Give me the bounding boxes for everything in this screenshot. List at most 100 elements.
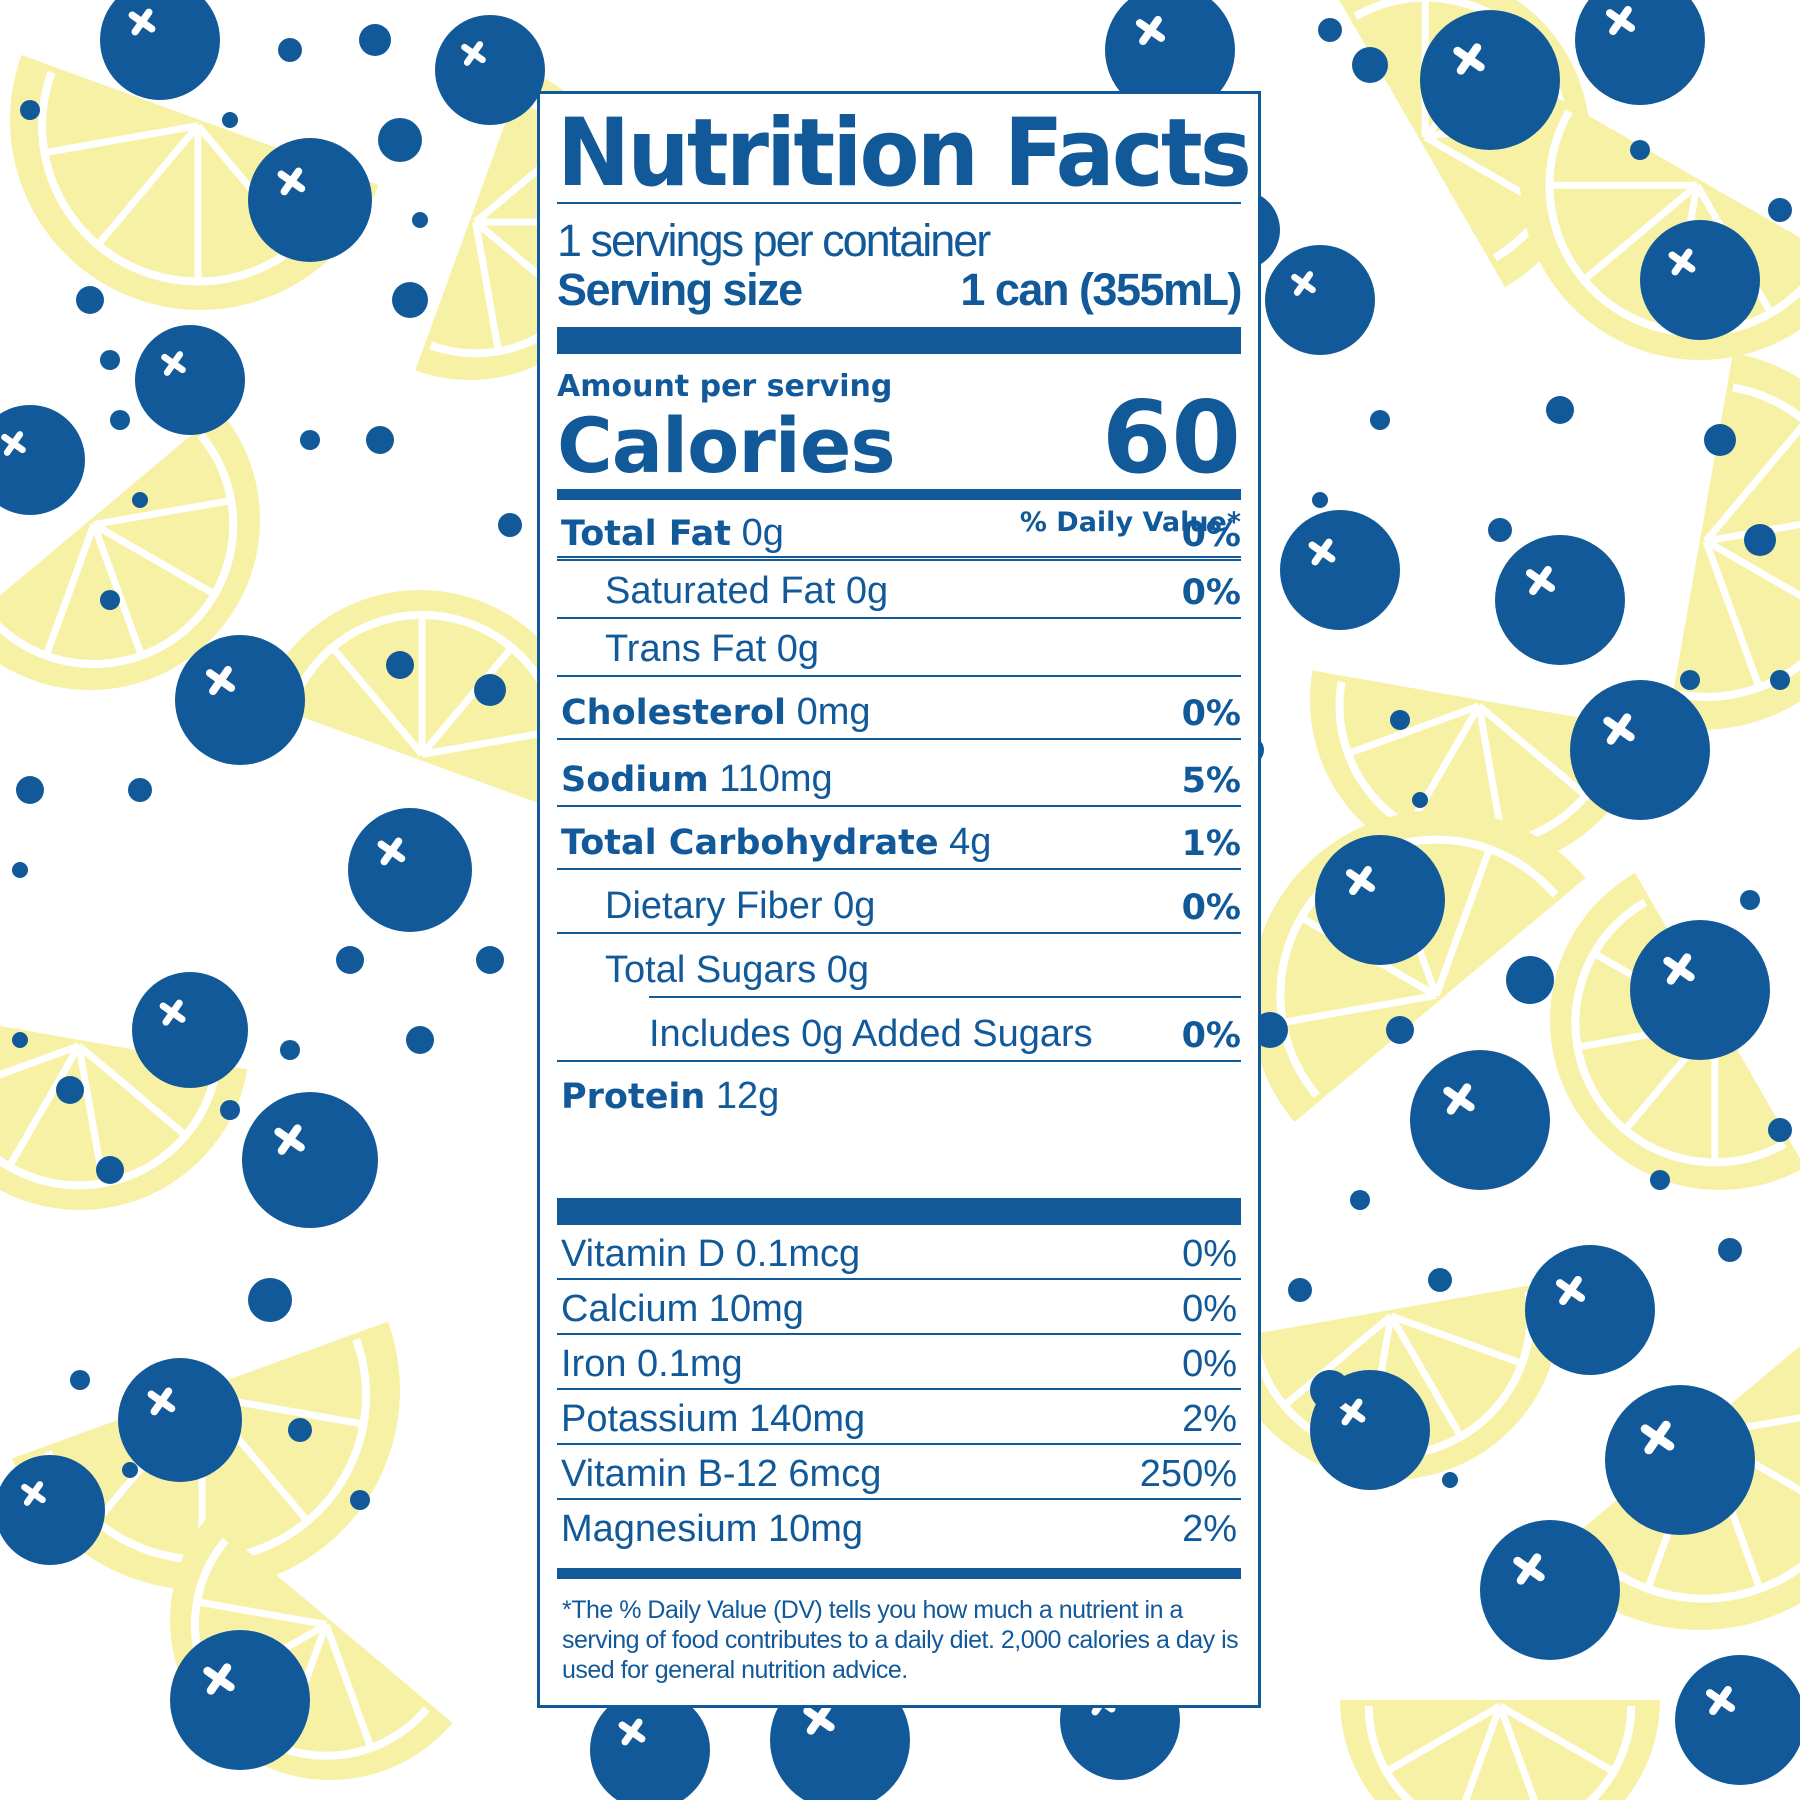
blueberry-icon <box>1410 1050 1550 1190</box>
blueberry-icon <box>1495 535 1625 665</box>
nutrient-amount: 0mg <box>796 691 871 733</box>
vitamin-daily-value: 0% <box>1182 1233 1237 1275</box>
blue-dot-icon <box>1718 1238 1742 1262</box>
vitamin-name: Magnesium 10mg <box>561 1508 864 1550</box>
calories-value: 60 <box>1101 379 1241 496</box>
blue-dot-icon <box>350 1490 370 1510</box>
blueberry-icon <box>100 0 220 100</box>
nutrient-label: Cholesterol <box>561 693 786 733</box>
lemon-wedge-icon <box>1550 872 1800 1190</box>
nutrient-label: Total Sugars <box>605 949 817 991</box>
nutrient-label: Protein <box>561 1077 706 1117</box>
blue-dot-icon <box>359 24 391 56</box>
blueberry-icon <box>435 15 545 125</box>
blue-dot-icon <box>1312 492 1328 508</box>
vitamin-row: Vitamin D 0.1mcg 0% <box>557 1225 1241 1280</box>
nutrient-row: Trans Fat 0g <box>557 619 1241 677</box>
blue-dot-icon <box>1546 396 1574 424</box>
blue-dot-icon <box>1740 890 1760 910</box>
blueberry-icon <box>1605 1385 1755 1535</box>
nutrient-row: Saturated Fat 0g 0% <box>557 561 1241 619</box>
blue-dot-icon <box>1630 140 1650 160</box>
nutrient-name: Includes 0g Added Sugars <box>649 1013 1093 1056</box>
blueberry-icon <box>0 1455 105 1565</box>
blue-dot-icon <box>1352 47 1388 83</box>
thick-divider-vitamins <box>557 1198 1241 1225</box>
vitamin-name: Calcium 10mg <box>561 1288 804 1330</box>
blue-dot-icon <box>96 1156 124 1184</box>
nutrient-row: Cholesterol 0mg 0% <box>557 677 1241 740</box>
nutrient-daily-value: 0% <box>1181 888 1241 928</box>
thick-divider-top <box>557 327 1241 354</box>
blueberry-icon <box>590 1690 710 1800</box>
amount-per-serving: Amount per serving <box>557 369 893 404</box>
row-divider <box>557 1060 1241 1062</box>
nutrient-row: Total Carbohydrate 4g 1% <box>557 807 1241 870</box>
nutrient-amount: 12g <box>715 1075 780 1117</box>
blue-dot-icon <box>1680 670 1700 690</box>
nutrient-row: Protein 12g <box>557 1062 1241 1124</box>
blue-dot-icon <box>498 513 522 537</box>
blue-dot-icon <box>378 118 422 162</box>
daily-value-footnote: *The % Daily Value (DV) tells you how mu… <box>562 1596 1239 1684</box>
blue-dot-icon <box>1350 1190 1370 1210</box>
serving-size-label: Serving size <box>557 264 803 315</box>
nutrient-name: Total Sugars 0g <box>605 949 869 992</box>
blue-dot-icon <box>1768 1118 1792 1142</box>
blue-dot-icon <box>1370 410 1390 430</box>
vitamin-row: Potassium 140mg 2% <box>557 1390 1241 1445</box>
nutrient-label: Total Fat <box>561 514 732 554</box>
blueberry-icon <box>1265 245 1375 355</box>
blue-dot-icon <box>278 38 302 62</box>
nutrient-name: Total Carbohydrate 4g <box>561 821 991 864</box>
calories-divider <box>557 489 1241 500</box>
vitamin-daily-value: 0% <box>1182 1288 1237 1330</box>
row-divider <box>649 996 1241 998</box>
blueberry-icon <box>1105 0 1235 115</box>
nutrient-name: Total Fat 0g <box>561 512 784 555</box>
nutrient-label: Sodium <box>561 760 709 800</box>
blue-dot-icon <box>1170 30 1190 50</box>
row-divider <box>557 559 1241 561</box>
row-divider <box>557 1498 1241 1500</box>
blueberry-icon <box>1570 680 1710 820</box>
nutrient-amount: 0g <box>776 628 820 670</box>
row-divider <box>557 868 1241 870</box>
nutrient-daily-value: 0% <box>1181 515 1241 555</box>
blueberry-icon <box>242 1092 378 1228</box>
blue-dot-icon <box>1288 1278 1312 1302</box>
vitamin-row: Magnesium 10mg 2% <box>557 1500 1241 1555</box>
blueberry-icon <box>348 808 472 932</box>
blue-dot-icon <box>412 212 428 228</box>
nutrient-amount: 0g <box>741 512 784 554</box>
blueberry-icon <box>1640 220 1760 340</box>
nutrient-daily-value: 5% <box>1181 761 1241 801</box>
blueberry-icon <box>170 1630 310 1770</box>
blueberry-icon <box>1315 835 1445 965</box>
blue-dot-icon <box>1252 1012 1288 1048</box>
blue-dot-icon <box>392 282 428 318</box>
row-divider <box>557 617 1241 619</box>
nutrient-name: Protein 12g <box>561 1075 779 1118</box>
blueberry-icon <box>1525 1245 1655 1375</box>
blue-dot-icon <box>12 862 28 878</box>
thick-divider-footnote <box>557 1568 1241 1579</box>
vitamin-row: Iron 0.1mg 0% <box>557 1335 1241 1390</box>
blue-dot-icon <box>1704 424 1736 456</box>
nutrient-row: Dietary Fiber 0g 0% <box>557 870 1241 934</box>
row-divider <box>557 1278 1241 1280</box>
label-title: Nutrition Facts <box>557 99 1252 208</box>
nutrient-daily-value: 1% <box>1181 824 1241 864</box>
nutrient-name: Saturated Fat 0g <box>605 570 888 613</box>
blue-dot-icon <box>20 100 40 120</box>
blueberry-icon <box>1420 10 1560 150</box>
blue-dot-icon <box>1744 524 1776 556</box>
blue-dot-icon <box>1442 1472 1458 1488</box>
blueberry-icon <box>132 972 248 1088</box>
blue-dot-icon <box>386 651 414 679</box>
blueberry-icon <box>1575 0 1705 105</box>
blue-dot-icon <box>1412 792 1428 808</box>
blue-dot-icon <box>1428 1268 1452 1292</box>
blue-dot-icon <box>1770 670 1790 690</box>
blue-dot-icon <box>100 350 120 370</box>
